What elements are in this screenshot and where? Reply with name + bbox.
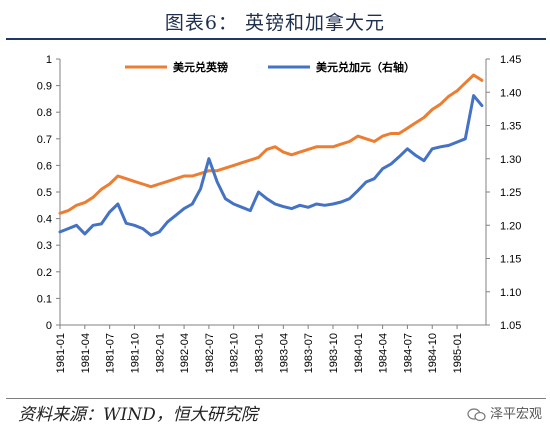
page-title: 图表6： 英镑和加拿大元 <box>164 12 386 34</box>
watermark: 泽平宏观 <box>467 403 542 422</box>
x-tick-label: 1983-01 <box>254 333 266 373</box>
x-tick-label: 1981-04 <box>80 333 92 373</box>
left-tick-label: 0.1 <box>37 293 52 305</box>
x-tick-label: 1983-04 <box>278 333 290 373</box>
left-tick-label: 0.6 <box>37 160 52 172</box>
left-tick-label: 0 <box>46 320 52 332</box>
legend-gbp-label: 美元兑英镑 <box>173 60 228 74</box>
right-tick-label: 1.20 <box>500 220 521 232</box>
right-y-axis: 1.05 1.10 1.15 1.20 1.25 1.30 1.35 1.40 1.45 <box>486 54 521 332</box>
x-tick-label: 1984-10 <box>427 333 439 373</box>
x-axis: 1981-01 1981-04 1981-07 1981-10 1982-01 1982-… <box>55 325 464 373</box>
footer-divider <box>6 398 546 399</box>
source-note: 资料来源：WIND，恒大研究院 <box>18 405 258 425</box>
x-tick-label: 1982-07 <box>204 333 216 373</box>
title-divider <box>6 38 546 40</box>
left-tick-label: 0.8 <box>37 107 52 119</box>
left-tick-label: 0.4 <box>37 214 52 226</box>
left-tick-label: 0.2 <box>37 267 52 279</box>
left-tick-label: 1 <box>46 54 52 66</box>
series-gbp-line <box>58 73 484 215</box>
x-tick-label: 1984-04 <box>378 333 390 373</box>
x-tick-label: 1983-10 <box>328 333 340 373</box>
right-tick-label: 1.35 <box>500 121 521 133</box>
chart-legend: 美元兑英镑 美元兑加元（右轴） <box>125 60 415 74</box>
x-tick-label: 1983-07 <box>303 333 315 373</box>
x-tick-label: 1981-07 <box>105 333 117 373</box>
left-tick-label: 0.3 <box>37 240 52 252</box>
right-tick-label: 1.45 <box>500 54 521 66</box>
left-tick-label: 0.7 <box>37 134 52 146</box>
right-tick-label: 1.30 <box>500 154 521 166</box>
x-tick-label: 1981-10 <box>129 333 141 373</box>
exchange-rate-chart: 00.10.20.30.40.50.60.70.80.91 1.051.101.… <box>37 54 522 373</box>
wechat-icon <box>467 407 486 421</box>
watermark-text: 泽平宏观 <box>489 407 542 422</box>
right-tick-label: 1.25 <box>500 187 521 199</box>
right-tick-label: 1.10 <box>500 287 521 299</box>
x-tick-label: 1982-01 <box>154 333 166 373</box>
x-tick-label: 1981-01 <box>55 333 67 373</box>
right-tick-label: 1.15 <box>500 254 521 266</box>
x-tick-label: 1982-04 <box>179 333 191 373</box>
left-tick-label: 0.9 <box>37 81 52 93</box>
x-tick-label: 1984-01 <box>353 333 365 373</box>
chart-axes <box>59 59 487 326</box>
left-tick-label: 0.5 <box>37 187 52 199</box>
legend-cad-label: 美元兑加元（右轴） <box>316 60 415 74</box>
series-lines <box>58 73 484 237</box>
series-cad-line <box>58 94 484 237</box>
x-tick-label: 1985-01 <box>452 333 464 373</box>
left-y-axis: 0 0.1 0.2 0.3 0.4 0.5 0.6 0.7 0.8 0.9 1 <box>37 54 60 332</box>
right-tick-label: 1.05 <box>500 320 521 332</box>
x-tick-label: 1982-10 <box>229 333 241 373</box>
x-tick-label: 1984-07 <box>402 333 414 373</box>
right-tick-label: 1.40 <box>500 87 521 99</box>
